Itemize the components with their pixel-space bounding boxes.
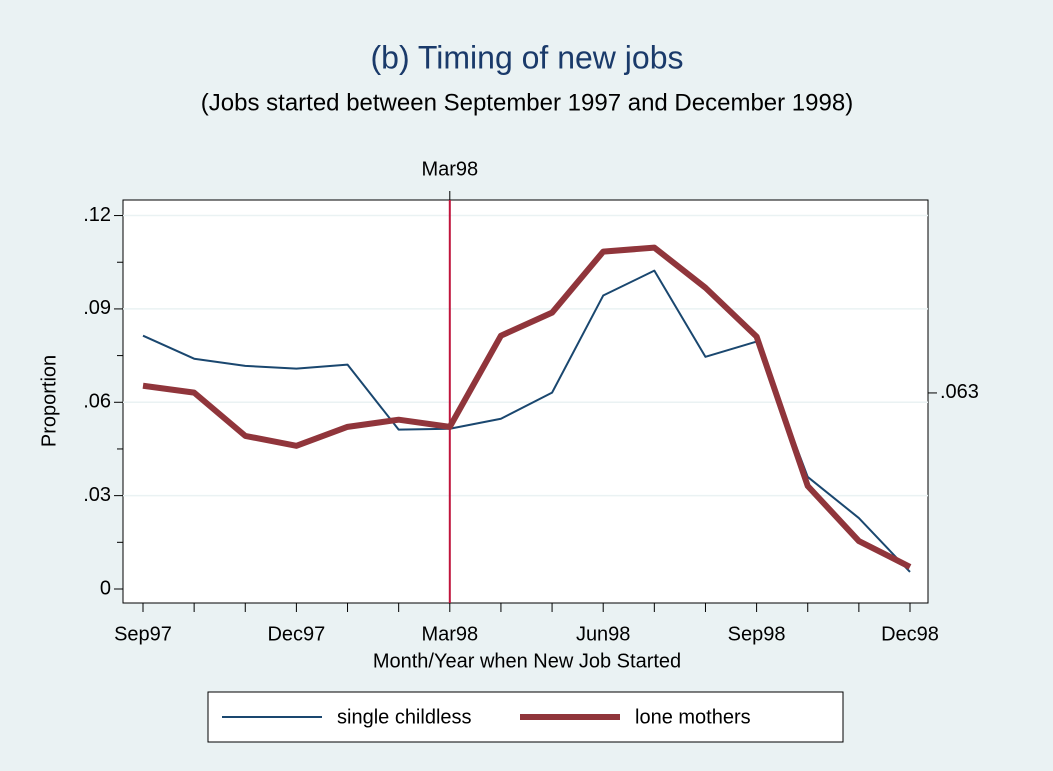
- y-tick-label: .06: [83, 391, 111, 413]
- y-tick-label: .09: [83, 297, 111, 319]
- y2-tick-label: .063: [940, 381, 979, 403]
- series-line: [142, 244, 912, 570]
- y-tick-label: 0: [100, 577, 111, 599]
- x-tick-label: Dec98: [881, 623, 939, 645]
- chart-title: (b) Timing of new jobs: [370, 39, 683, 75]
- x-tick-label: Sep97: [114, 623, 172, 645]
- reference-label: Mar98: [421, 158, 478, 180]
- plot-area: [122, 199, 929, 604]
- x-tick-label: Jun98: [576, 623, 631, 645]
- x-tick-label: Mar98: [421, 623, 478, 645]
- y-tick-label: .12: [83, 204, 111, 226]
- chart-subtitle: (Jobs started between September 1997 and…: [201, 89, 853, 116]
- x-tick-label: Sep98: [728, 623, 786, 645]
- legend-label: lone mothers: [635, 706, 751, 728]
- y-axis-title: Proportion: [38, 355, 60, 447]
- x-axis-title: Month/Year when New Job Started: [373, 650, 681, 672]
- legend-label: single childless: [337, 706, 472, 728]
- x-tick-label: Dec97: [267, 623, 325, 645]
- y-tick-label: .03: [83, 484, 111, 506]
